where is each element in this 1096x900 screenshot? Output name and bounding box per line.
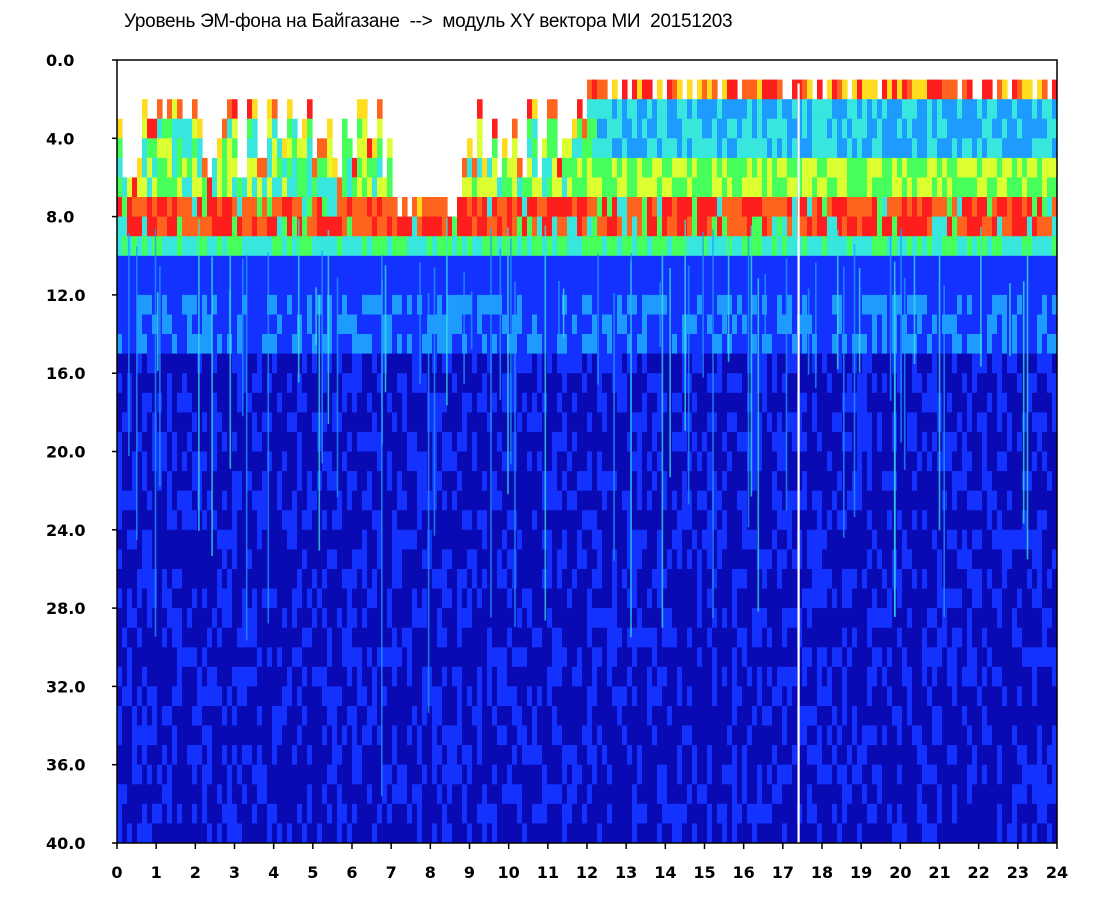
x-tick-label: 2 — [190, 863, 201, 882]
x-tick-label: 3 — [229, 863, 240, 882]
y-tick-label: 32.0 — [46, 677, 85, 696]
y-axis: 0.0 4.0 8.0 12.0 16.0 20.0 24.0 28.0 32.0 36.0 40.… — [46, 51, 117, 853]
x-tick-label: 13 — [615, 863, 637, 882]
y-tick-label: 4.0 — [46, 129, 74, 148]
x-tick-label: 5 — [307, 863, 318, 882]
x-tick-label: 23 — [1007, 863, 1029, 882]
x-tick-label: 17 — [772, 863, 794, 882]
y-tick-label: 36.0 — [46, 756, 85, 775]
x-tick-label: 20 — [889, 863, 911, 882]
x-tick-label: 0 — [111, 863, 122, 882]
x-tick-label: 12 — [576, 863, 598, 882]
x-tick-label: 4 — [268, 863, 279, 882]
x-tick-label: 10 — [498, 863, 520, 882]
x-tick-label: 18 — [811, 863, 833, 882]
y-tick-label: 12.0 — [46, 286, 85, 305]
chart-title: Уровень ЭМ-фона на Байгазане --> модуль … — [124, 11, 733, 32]
y-tick-label: 40.0 — [46, 834, 85, 853]
x-tick-label: 24 — [1046, 863, 1068, 882]
y-tick-label: 20.0 — [46, 443, 85, 462]
x-tick-label: 14 — [654, 863, 676, 882]
x-tick-label: 6 — [346, 863, 357, 882]
x-tick-label: 21 — [928, 863, 950, 882]
y-tick-label: 16.0 — [46, 364, 85, 383]
x-tick-label: 8 — [425, 863, 436, 882]
x-tick-label: 15 — [693, 863, 715, 882]
heatmap-cells — [117, 79, 1057, 843]
x-tick-label: 1 — [151, 863, 162, 882]
x-tick-label: 22 — [968, 863, 990, 882]
y-tick-label: 0.0 — [46, 51, 74, 70]
y-tick-label: 28.0 — [46, 599, 85, 618]
x-tick-label: 19 — [850, 863, 872, 882]
x-tick-label: 11 — [537, 863, 559, 882]
heatmap-area — [117, 79, 1057, 843]
x-tick-label: 9 — [464, 863, 475, 882]
y-tick-label: 24.0 — [46, 521, 85, 540]
y-tick-label: 8.0 — [46, 208, 74, 227]
x-axis: 0 1 2 3 4 5 6 7 8 9 10 11 12 13 14 15 16 17 18 19 20 21 22 23 24 — [111, 843, 1068, 882]
x-tick-label: 7 — [386, 863, 397, 882]
x-tick-label: 16 — [733, 863, 755, 882]
